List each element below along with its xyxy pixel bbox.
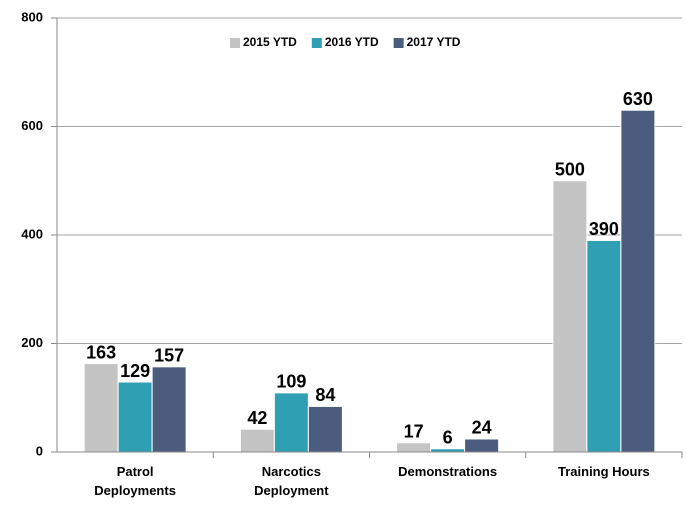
data-label: 129 bbox=[120, 361, 150, 381]
x-tick-label: Demonstrations bbox=[398, 464, 498, 479]
legend-label: 2015 YTD bbox=[243, 35, 297, 49]
x-tick-label: Training Hours bbox=[558, 464, 650, 479]
data-label: 24 bbox=[472, 418, 492, 438]
data-label: 84 bbox=[315, 385, 335, 405]
legend-label: 2016 YTD bbox=[325, 35, 379, 49]
bar bbox=[239, 428, 275, 453]
bar bbox=[307, 405, 343, 453]
x-tick-label: Narcotics Deployment bbox=[254, 464, 329, 498]
bar bbox=[83, 363, 119, 453]
data-label: 163 bbox=[86, 342, 116, 362]
legend-swatch bbox=[393, 38, 404, 48]
bar bbox=[552, 180, 588, 453]
data-label: 157 bbox=[154, 346, 184, 366]
y-tick-label: 600 bbox=[21, 118, 43, 133]
bar bbox=[117, 381, 153, 453]
bar bbox=[586, 239, 622, 453]
bar bbox=[273, 392, 309, 453]
bar bbox=[396, 442, 432, 453]
data-label: 17 bbox=[404, 422, 424, 442]
legend-label: 2017 YTD bbox=[407, 35, 461, 49]
y-tick-label: 0 bbox=[36, 443, 43, 458]
data-label: 6 bbox=[443, 427, 453, 447]
x-tick-label: Patrol Deployments bbox=[94, 464, 176, 498]
bar bbox=[464, 438, 500, 453]
data-label: 109 bbox=[276, 372, 306, 392]
y-tick-label: 200 bbox=[21, 335, 43, 350]
data-label: 390 bbox=[589, 219, 619, 239]
data-label: 500 bbox=[555, 160, 585, 180]
y-tick-label: 800 bbox=[21, 9, 43, 24]
bar bbox=[620, 109, 656, 453]
y-tick-label: 400 bbox=[21, 226, 43, 241]
data-label: 630 bbox=[623, 89, 653, 109]
legend-swatch bbox=[230, 38, 240, 48]
bar bbox=[151, 366, 187, 453]
data-label: 42 bbox=[247, 408, 267, 428]
legend-swatch bbox=[311, 38, 322, 48]
